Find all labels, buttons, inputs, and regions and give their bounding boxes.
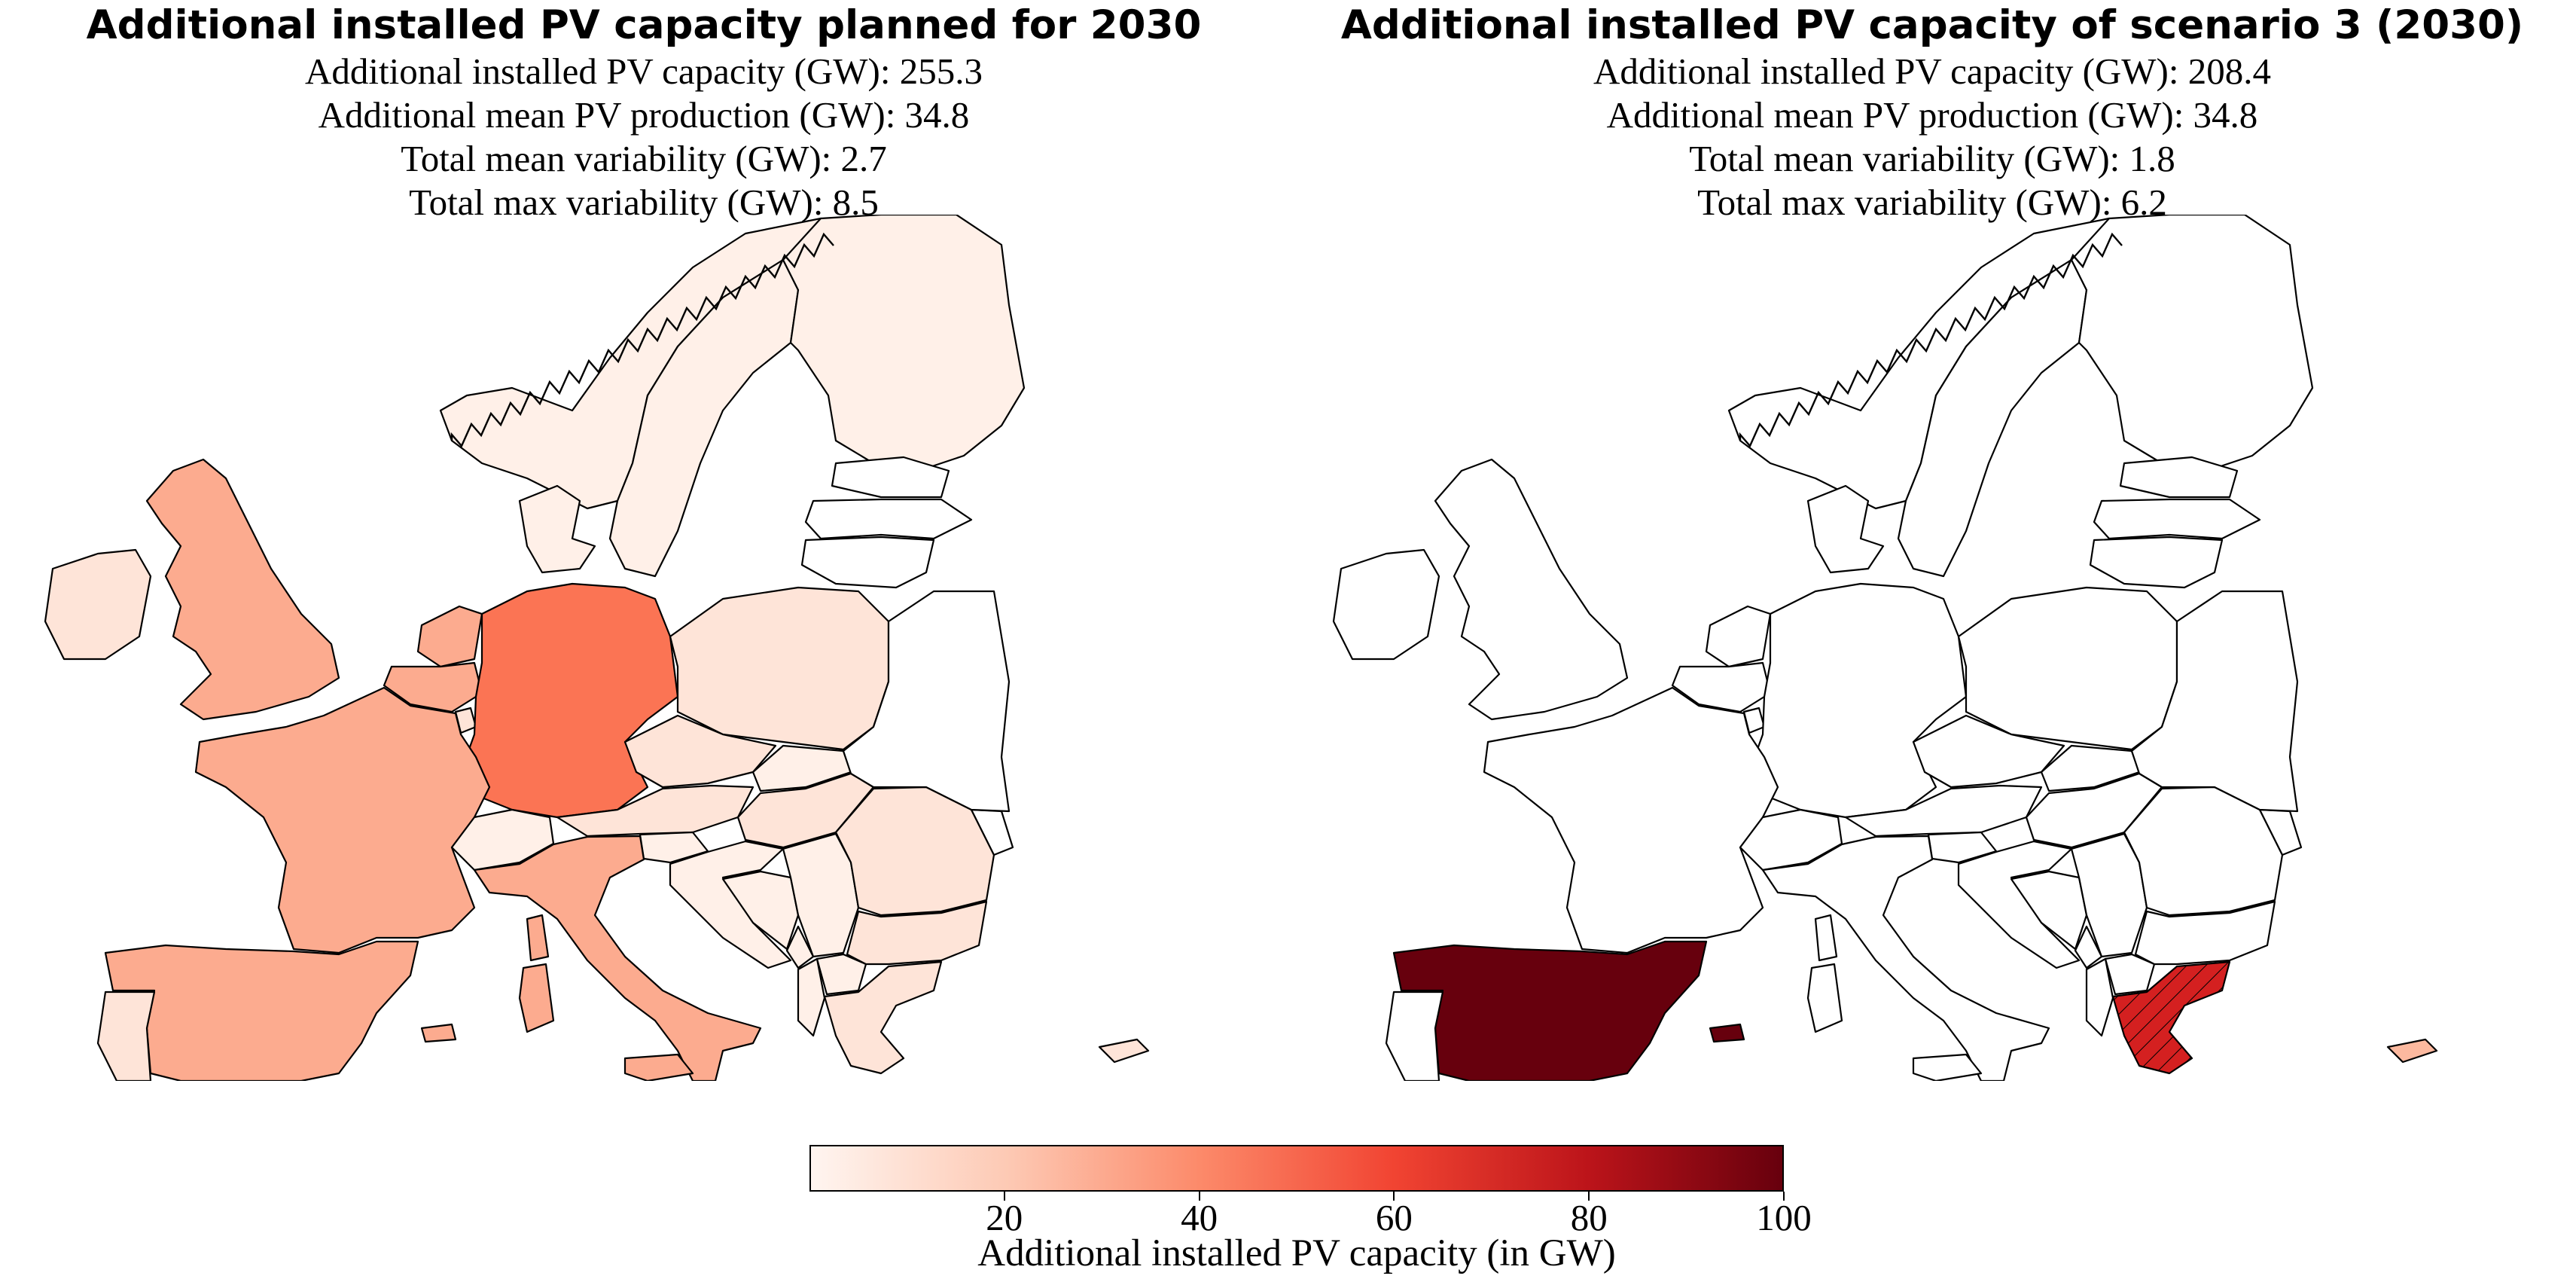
left-stat-mean-production: Additional mean PV production (GW): 34.8: [318, 94, 970, 136]
right-country-belgium: [1671, 661, 1772, 713]
right-stat-max-variability: Total max variability (GW): 6.2: [1697, 182, 2167, 223]
left-country-ukraine: [842, 590, 1011, 813]
right-country-germany: [1748, 582, 1968, 819]
left-country-bulgaria: [846, 900, 988, 966]
right-country-spain: [1392, 940, 1708, 1081]
left-country-north-macedonia: [815, 953, 867, 996]
left-country-cyprus: [1098, 1038, 1150, 1064]
left-country-france: [194, 686, 491, 954]
colorbar: [809, 1145, 1784, 1192]
left-country-montenegro: [785, 925, 815, 969]
colorbar-label: Additional installed PV capacity (in GW): [977, 1232, 1616, 1274]
left-country-ireland: [44, 548, 152, 661]
left-country-austria: [556, 784, 755, 838]
colorbar-tick-label: 40: [1181, 1197, 1218, 1238]
left-stat-mean-variability: Total mean variability (GW): 2.7: [401, 138, 887, 179]
left-country-latvia: [804, 498, 973, 540]
left-country-denmark: [518, 484, 596, 574]
left-coastline-fjords: [450, 232, 834, 448]
right-country-finland: [2070, 215, 2314, 472]
right-panel-title: Additional installed PV capacity of scen…: [1340, 2, 2524, 48]
left-panel-title: Additional installed PV capacity planned…: [86, 2, 1202, 48]
left-europe-map: [44, 215, 1150, 1081]
right-country-estonia: [2119, 456, 2239, 499]
colorbar-tick-mark: [1588, 1192, 1590, 1201]
right-stat-mean-production: Additional mean PV production (GW): 34.8: [1606, 94, 2258, 136]
colorbar-tick-mark: [1393, 1192, 1395, 1201]
right-country-austria: [1844, 784, 2043, 838]
left-map-panel: Additional installed PV capacity planned…: [0, 0, 1288, 1107]
left-stats-block: Additional installed PV capacity (GW): 2…: [0, 50, 1288, 224]
left-country-sardinia: [518, 963, 555, 1033]
right-europe-map: [1332, 215, 2438, 1081]
left-stat-max-variability: Total max variability (GW): 8.5: [409, 182, 879, 223]
left-country-finland: [782, 215, 1026, 472]
left-country-spain: [104, 940, 419, 1081]
colorbar-tick-label: 60: [1375, 1197, 1413, 1238]
left-country-uk: [145, 458, 340, 721]
right-country-corsica: [1814, 914, 1838, 962]
right-country-ukraine: [2130, 590, 2299, 813]
right-country-sardinia: [1806, 963, 1843, 1033]
right-country-lithuania: [2089, 536, 2224, 589]
right-country-poland: [1957, 586, 2178, 751]
left-country-corsica: [526, 914, 550, 962]
left-stat-installed-capacity: Additional installed PV capacity (GW): 2…: [305, 50, 983, 92]
left-country-albania: [797, 957, 826, 1037]
colorbar-tick-mark: [1003, 1192, 1005, 1201]
left-country-poland: [669, 586, 890, 751]
colorbar-tick-label: 20: [986, 1197, 1023, 1238]
right-stat-installed-capacity: Additional installed PV capacity (GW): 2…: [1593, 50, 2271, 92]
left-country-sicily: [623, 1053, 694, 1081]
right-country-balearic: [1709, 1023, 1745, 1043]
right-map-panel: Additional installed PV capacity of scen…: [1288, 0, 2576, 1107]
left-country-belgium: [383, 661, 483, 713]
colorbar-tick-mark: [1198, 1192, 1200, 1201]
right-country-sicily: [1912, 1053, 1983, 1081]
right-country-portugal: [1385, 990, 1444, 1081]
right-stats-block: Additional installed PV capacity (GW): 2…: [1288, 50, 2576, 224]
left-country-netherlands: [416, 605, 483, 668]
right-country-bulgaria: [2134, 900, 2276, 966]
right-country-north-macedonia: [2104, 953, 2156, 996]
right-country-cyprus: [2386, 1038, 2438, 1064]
left-country-balearic: [420, 1023, 457, 1043]
right-greece-hatch-overlay: [2113, 962, 2230, 1073]
right-stat-mean-variability: Total mean variability (GW): 1.8: [1689, 138, 2175, 179]
left-country-sweden: [608, 258, 800, 578]
right-country-france: [1483, 686, 1779, 954]
right-country-latvia: [2093, 498, 2261, 540]
right-country-montenegro: [2074, 925, 2103, 969]
right-country-denmark: [1806, 484, 1885, 574]
right-country-ireland: [1332, 548, 1440, 661]
colorbar-tick-mark: [1783, 1192, 1785, 1201]
left-country-lithuania: [800, 536, 935, 589]
left-country-estonia: [831, 456, 950, 499]
colorbar-tick-label: 100: [1756, 1197, 1812, 1238]
left-country-germany: [459, 582, 679, 819]
right-country-italy: [1761, 835, 2050, 1081]
right-country-sweden: [1897, 258, 2088, 578]
right-country-uk: [1434, 458, 1629, 721]
right-country-netherlands: [1705, 605, 1772, 668]
colorbar-tick-label: 80: [1570, 1197, 1608, 1238]
left-country-portugal: [96, 990, 156, 1081]
left-country-greece: [823, 960, 943, 1075]
right-coastline-fjords: [1739, 232, 2123, 448]
left-country-italy: [473, 835, 762, 1081]
right-country-albania: [2085, 957, 2114, 1037]
